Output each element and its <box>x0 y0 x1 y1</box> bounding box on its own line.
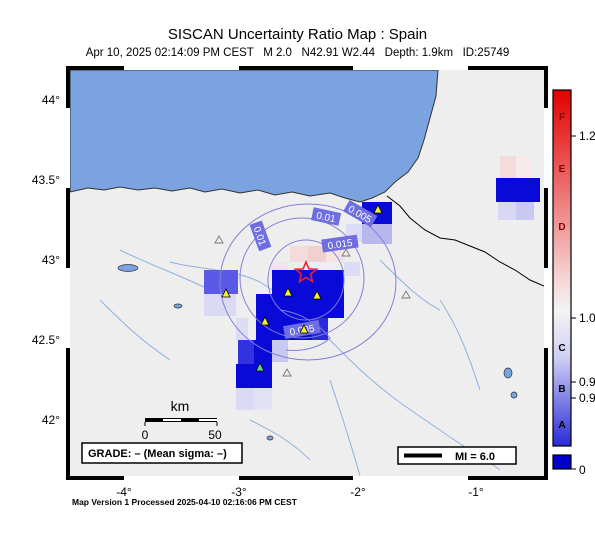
station-marker <box>312 290 322 300</box>
lat-tick-label: 42° <box>42 413 60 427</box>
lon-tick-label: -3° <box>231 485 247 499</box>
colorbar-value: 1.0 <box>579 311 595 325</box>
contour-lines <box>219 203 397 361</box>
lon-tick-label: -1° <box>468 485 484 499</box>
colorbar-value: 0.9 <box>579 391 595 405</box>
colorbar-value: 1.2 <box>579 129 595 143</box>
mi-legend: MI = 6.0 <box>397 446 517 465</box>
station-marker <box>255 362 265 372</box>
uncertainty-grid <box>204 156 540 410</box>
scale-tick: 0 <box>142 428 149 442</box>
colorbar-value: 0.9 <box>579 375 595 389</box>
contour-label: 0.01 <box>315 211 337 226</box>
lat-axis: 44° 43.5° 43° 42.5° 42° <box>32 93 60 427</box>
station-marker <box>341 248 351 257</box>
map-title: SISCAN Uncertainty Ratio Map : Spain <box>167 26 428 43</box>
station-marker <box>221 288 231 298</box>
lon-tick-label: -4° <box>116 485 132 499</box>
country-border <box>386 195 544 287</box>
scale-bar: km 0 50 <box>142 398 222 442</box>
mi-text: MI = 6.0 <box>455 451 495 463</box>
frame-pattern <box>66 66 548 480</box>
inactive-stations <box>214 235 411 377</box>
lat-tick-label: 42.5° <box>32 333 60 347</box>
event-info: Apr 10, 2025 02:14:09 PM CEST M 2.0 N42.… <box>85 47 510 59</box>
scale-tick: 50 <box>208 428 222 442</box>
contour-label: 0.015 <box>327 238 354 252</box>
station-marker <box>299 324 309 334</box>
scale-unit: km <box>171 398 190 414</box>
station-marker <box>282 368 292 377</box>
sea-area <box>70 70 439 203</box>
station-marker <box>373 204 383 214</box>
grade-letter: B <box>558 384 565 395</box>
grade-letter: D <box>558 222 565 233</box>
grade-letter: A <box>558 420 565 431</box>
grade-letter: C <box>558 343 565 354</box>
colorbar-zero-swatch <box>552 454 572 470</box>
colorbar-gradient <box>552 89 572 447</box>
rivers <box>99 249 501 476</box>
grade-letter: F <box>559 112 565 123</box>
lon-tick-label: -2° <box>350 485 366 499</box>
station-marker <box>214 235 224 244</box>
lakes <box>117 264 518 441</box>
epicenter-star-icon <box>293 259 319 284</box>
station-marker <box>401 290 411 299</box>
stations <box>221 204 383 372</box>
lat-tick-label: 43.5° <box>32 173 60 187</box>
colorbar-value: 0 <box>579 463 586 477</box>
lat-tick-label: 43° <box>42 253 60 267</box>
station-marker <box>260 316 270 326</box>
lon-axis: -4° -3° -2° -1° <box>116 485 484 499</box>
grade-text: GRADE: – (Mean sigma: –) <box>88 448 227 460</box>
processing-footer: Map Version 1 Processed 2025-04-10 02:16… <box>72 497 297 507</box>
lat-tick-label: 44° <box>42 93 60 107</box>
colorbar: F E D C B A 1.2 1.0 0.9 0.9 0 <box>552 89 595 477</box>
grade-box: GRADE: – (Mean sigma: –) <box>81 442 243 464</box>
grade-letter: E <box>559 164 566 175</box>
station-marker <box>283 287 293 297</box>
